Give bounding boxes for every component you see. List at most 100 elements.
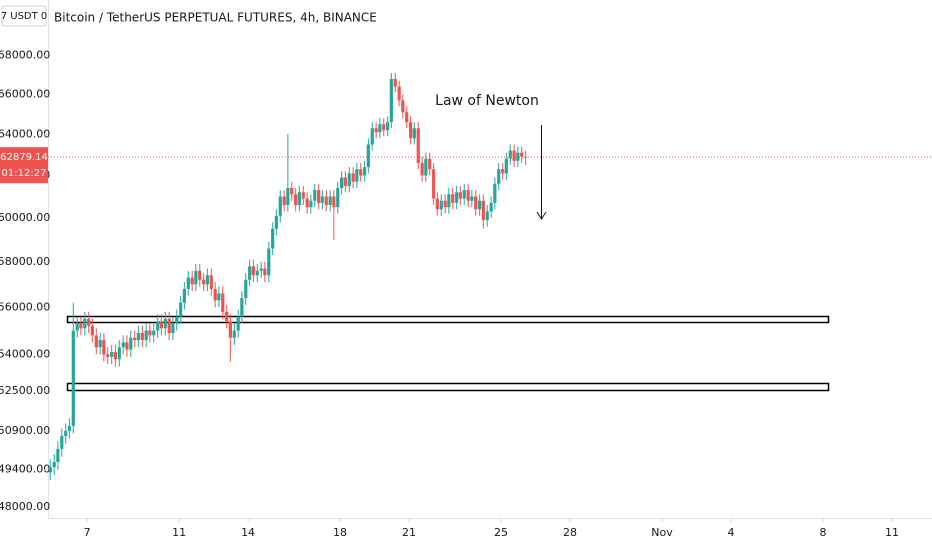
candle-body <box>106 354 110 357</box>
candle-body <box>152 330 156 336</box>
candle-body <box>458 192 462 199</box>
candle-body <box>397 86 401 101</box>
candle-body <box>359 169 363 176</box>
candle-body <box>98 340 102 348</box>
candle-body <box>317 190 321 203</box>
candle-body <box>205 275 209 285</box>
x-tick-label: 14 <box>241 526 255 539</box>
candle-body <box>148 330 152 336</box>
x-tick-label: 7 <box>84 526 91 539</box>
x-tick-label: 11 <box>172 526 186 539</box>
candle-body <box>516 152 520 161</box>
annotation: Law of Newton <box>435 93 539 109</box>
x-tick-label: Nov <box>651 526 673 539</box>
candle-body <box>412 128 416 139</box>
candle-body <box>462 190 466 199</box>
y-tick-label: 60000.00 <box>0 211 50 224</box>
candle-body <box>67 425 71 431</box>
x-tick-label: 25 <box>494 526 508 539</box>
candle-body <box>432 169 436 199</box>
candle-body <box>159 321 163 329</box>
price-label: 62879.14 <box>0 152 48 163</box>
candle-body <box>175 316 179 324</box>
candle-body <box>251 266 255 276</box>
candle-body <box>194 270 198 285</box>
y-tick-label: 50900.00 <box>0 424 50 437</box>
currency-label[interactable]: 7 USDT 0 <box>1 11 48 22</box>
candle-body <box>355 169 359 182</box>
candle-body <box>512 150 516 161</box>
candle-body <box>129 337 133 350</box>
candle-body <box>144 330 148 341</box>
candle-body <box>416 128 420 163</box>
x-tick-label: 8 <box>819 526 826 539</box>
candle-body <box>79 323 83 329</box>
candle-body <box>121 342 125 348</box>
countdown-label: 01:12:27 <box>2 168 47 179</box>
candle-body <box>340 177 344 189</box>
candle-body <box>294 194 298 206</box>
candle-body <box>213 288 217 301</box>
price-label-box <box>0 147 48 184</box>
candle-body <box>48 467 52 473</box>
candle-body <box>313 190 317 201</box>
candle-body <box>343 177 347 186</box>
candle-body <box>439 200 443 210</box>
x-tick-label: 4 <box>728 526 735 539</box>
candle-body <box>228 321 232 338</box>
x-tick-label: 21 <box>402 526 416 539</box>
candle-body <box>259 268 263 271</box>
chart-title: Bitcoin / TetherUS PERPETUAL FUTURES, 4h… <box>54 11 377 25</box>
candle-body <box>182 288 186 303</box>
candle-body <box>389 78 393 123</box>
candle-body <box>435 198 439 210</box>
candle-body <box>466 190 470 201</box>
candle-body <box>232 330 236 338</box>
candle-body <box>133 337 137 341</box>
candle-body <box>470 196 474 201</box>
candle-body <box>274 215 278 229</box>
y-tick-label: 64000.00 <box>0 127 50 140</box>
candle-body <box>504 158 508 174</box>
zone-box <box>66 315 830 324</box>
candle-body <box>324 196 328 206</box>
candle-body <box>125 342 129 350</box>
candle-body <box>248 266 252 280</box>
candle-body <box>217 293 221 301</box>
candle-body <box>83 318 87 329</box>
candle-body <box>140 332 144 341</box>
candle-body <box>52 461 56 468</box>
candle-body <box>401 100 405 113</box>
candle-body <box>263 268 267 276</box>
candle-body <box>110 352 114 357</box>
candle-body <box>113 352 117 360</box>
candle-body <box>90 325 94 336</box>
candle-body <box>420 162 424 176</box>
candle-body <box>351 173 355 182</box>
candle-body <box>163 318 167 329</box>
arrow-head <box>536 211 547 220</box>
candle-body <box>271 228 275 249</box>
y-tick-label: 58000.00 <box>0 255 50 268</box>
candle-body <box>56 448 60 462</box>
candle-body <box>290 188 294 195</box>
candle-body <box>405 112 409 123</box>
candle-body <box>328 196 332 206</box>
candle-body <box>382 124 386 131</box>
candle-body <box>282 196 286 206</box>
candle-body <box>156 321 160 331</box>
y-tick-label: 54000.00 <box>0 347 50 360</box>
candle-body <box>209 275 213 289</box>
currency-button[interactable] <box>1 5 47 27</box>
candle-body <box>71 330 75 426</box>
candle-body <box>332 196 336 208</box>
zone-box <box>66 382 830 392</box>
y-tick-label: 52500.00 <box>0 384 50 397</box>
candle-body <box>428 158 432 170</box>
candle-body <box>370 128 374 145</box>
candle-body <box>474 196 478 210</box>
y-tick-label: 49400.00 <box>0 463 50 476</box>
